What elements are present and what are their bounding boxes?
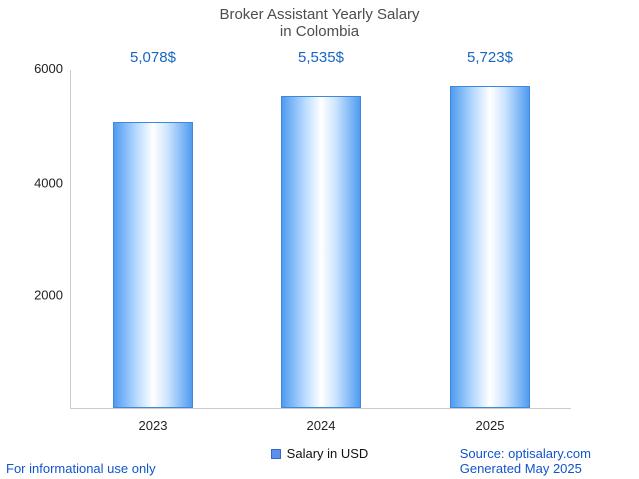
bar-2024[interactable] xyxy=(281,96,361,408)
bar-2025[interactable] xyxy=(450,85,530,408)
value-label-2024: 5,535$ xyxy=(298,49,344,66)
legend[interactable]: Salary in USD xyxy=(0,446,639,461)
footer-disclaimer: For informational use only xyxy=(6,461,156,476)
footer-generated: Generated May 2025 xyxy=(459,461,582,476)
x-tick-label-2025: 2025 xyxy=(475,418,505,433)
x-tick-label-2024: 2024 xyxy=(306,418,336,433)
chart-title-line1: Broker Assistant Yearly Salary xyxy=(219,6,420,23)
value-label-2025: 5,723$ xyxy=(467,49,513,66)
bar-group-2025: 5,723$ 2025 xyxy=(450,49,530,433)
bar-group-2024: 5,535$ 2024 xyxy=(281,49,361,433)
footer-source-block: Source: optisalary.com Generated May 202… xyxy=(460,446,591,476)
bar-2023[interactable] xyxy=(113,121,193,408)
chart-title-line2: in Colombia xyxy=(279,23,360,40)
bar-group-2023: 5,078$ 2023 xyxy=(113,49,193,433)
y-tick-label-4000: 4000 xyxy=(34,175,63,191)
y-tick-label-6000: 6000 xyxy=(34,61,63,76)
value-label-2023: 5,078$ xyxy=(130,49,176,66)
legend-swatch-icon xyxy=(270,448,281,459)
chart-title: Broker Assistant Yearly Salary in Colomb… xyxy=(0,6,639,40)
legend-label: Salary in USD xyxy=(286,446,369,461)
plot-area: 2000 4000 6000 5,078$ 2023 5,535$ 2024 5… xyxy=(34,49,571,433)
x-tick-label-2023: 2023 xyxy=(138,418,168,433)
y-tick-label-2000: 2000 xyxy=(34,287,63,303)
footer-source-link[interactable]: Source: optisalary.com xyxy=(459,446,591,461)
